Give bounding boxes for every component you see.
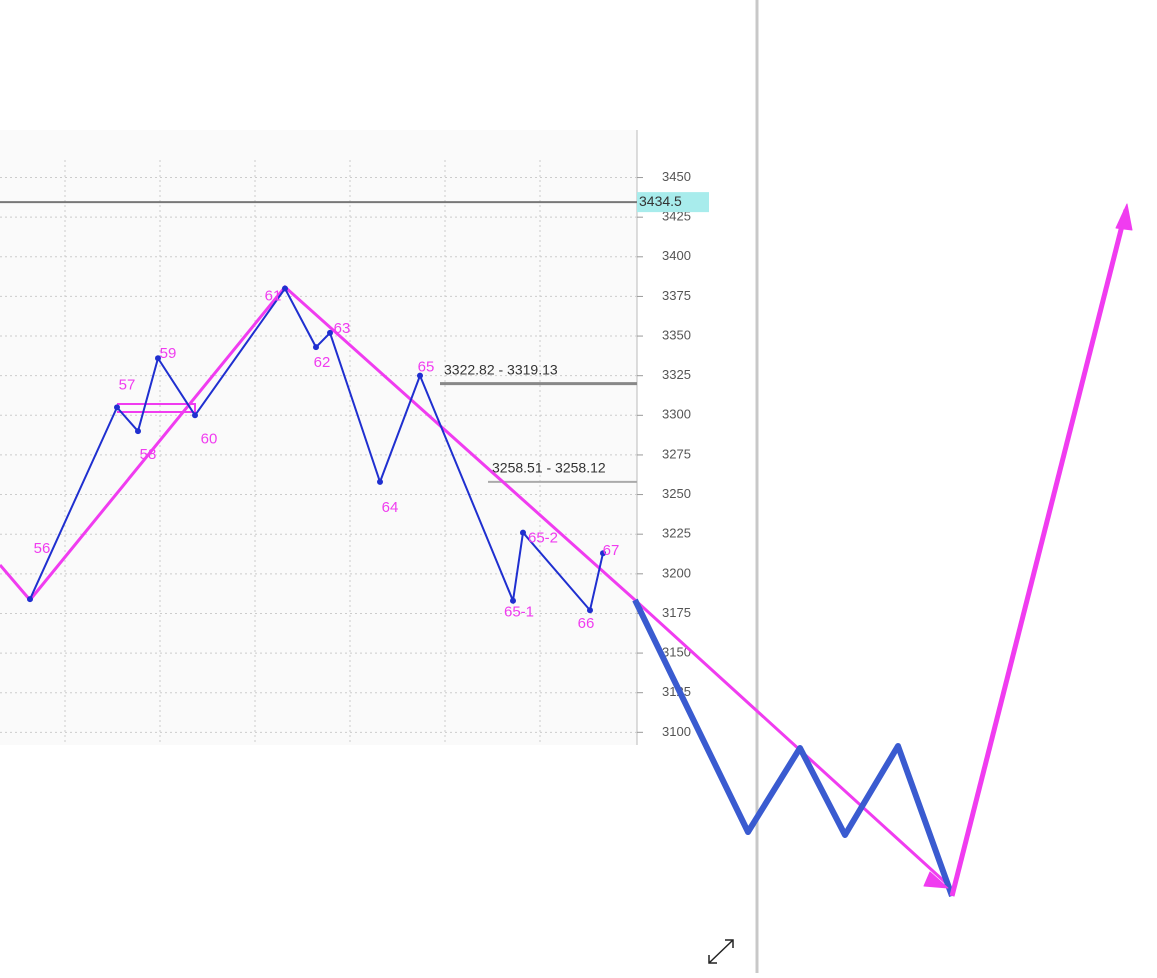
wave-label: 66 — [578, 615, 595, 632]
projection — [632, 203, 1133, 898]
y-tick-label: 3400 — [662, 248, 691, 263]
wave-label: 59 — [160, 345, 177, 362]
wave-point — [510, 597, 516, 604]
wave-point — [114, 404, 120, 411]
y-tick-label: 3250 — [662, 486, 691, 501]
y-tick-label: 3100 — [662, 724, 691, 739]
wave-line — [29, 286, 604, 613]
wave-label: 60 — [201, 430, 218, 447]
price-tag — [637, 192, 709, 213]
y-tick-label: 3225 — [662, 526, 691, 541]
grid: 3100312531503175320032253250327533003325… — [0, 160, 691, 745]
wave-point — [377, 478, 383, 485]
level-label: 3258.51 - 3258.12 — [492, 460, 606, 476]
y-tick-label: 3425 — [662, 209, 691, 224]
wave-label: 65 — [418, 359, 435, 376]
y-tick-label: 3175 — [662, 605, 691, 620]
y-tick-label: 3150 — [662, 645, 691, 660]
wave-point — [27, 596, 33, 603]
range-box — [117, 403, 196, 413]
wave-point — [327, 329, 333, 336]
y-tick-label: 3375 — [662, 288, 691, 303]
wave-point — [600, 550, 606, 557]
plot-area — [0, 130, 637, 745]
levels: 3434.5 3322.82 - 3319.13 3258.51 - 3258.12 — [0, 192, 709, 483]
wave-point — [192, 412, 198, 419]
wave-point — [282, 285, 288, 292]
y-tick-label: 3200 — [662, 565, 691, 580]
wave-label: 62 — [314, 354, 331, 371]
wave-point — [587, 607, 593, 614]
wave-point — [155, 355, 161, 362]
level-label: 3322.82 - 3319.13 — [444, 361, 558, 377]
wave-point — [313, 344, 319, 351]
resize-icon[interactable] — [708, 939, 734, 964]
wave-label: 63 — [334, 320, 351, 337]
wave-label: 64 — [382, 499, 399, 516]
y-tick-label: 3275 — [662, 446, 691, 461]
wave-point — [135, 428, 141, 435]
wave-label: 65-1 — [504, 604, 534, 621]
y-tick-label: 3325 — [662, 367, 691, 382]
y-tick-label: 3350 — [662, 327, 691, 342]
price-tag-label: 3434.5 — [639, 193, 682, 209]
wave-label: 56 — [34, 540, 51, 557]
wave-point — [417, 372, 423, 379]
wave-label: 57 — [119, 376, 136, 393]
wave-label: 61 — [265, 287, 282, 304]
y-tick-label: 3300 — [662, 407, 691, 422]
y-tick-label: 3450 — [662, 169, 691, 184]
wave-label: 58 — [140, 446, 157, 463]
wave-label: 67 — [603, 542, 620, 559]
wave-label: 65-2 — [528, 530, 558, 547]
wave-point — [520, 529, 526, 536]
